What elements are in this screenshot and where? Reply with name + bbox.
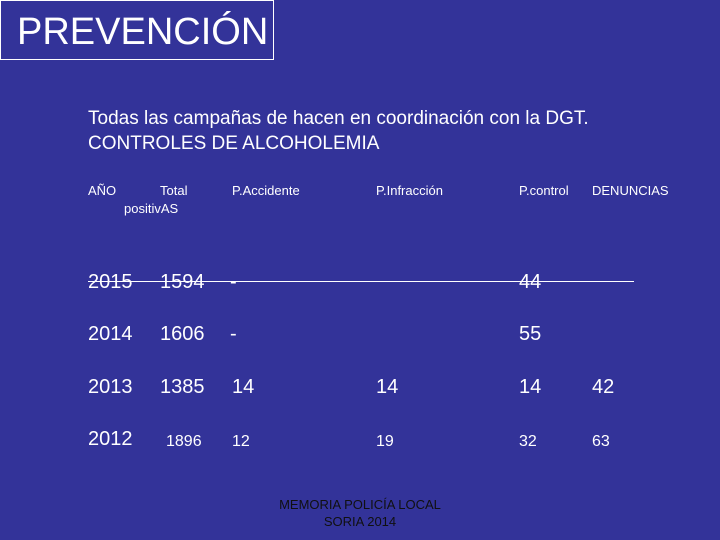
cell-accidente: - (230, 271, 237, 293)
intro-text: Todas las campañas de hacen en coordinac… (88, 106, 589, 156)
footer-line-1: MEMORIA POLICÍA LOCAL (279, 497, 441, 512)
footer-line-2: SORIA 2014 (323, 514, 397, 529)
header-accidente: P.Accidente (232, 183, 300, 198)
cell-total: 1896 (166, 433, 202, 450)
cell-year: 2014 (88, 323, 133, 345)
cell-control: 32 (519, 433, 537, 450)
cell-year: 2015 (88, 271, 133, 293)
cell-denuncias: 42 (592, 376, 615, 398)
slide-title: PREVENCIÓN (17, 11, 269, 53)
header-control: P.control (519, 183, 569, 198)
cell-accidente: 14 (232, 376, 255, 398)
cell-year: 2012 (88, 428, 133, 450)
strike-line (88, 281, 634, 282)
cell-denuncias: 63 (592, 433, 610, 450)
title-box: PREVENCIÓN (0, 0, 274, 60)
cell-total: 1594 (160, 271, 205, 293)
footer: MEMORIA POLICÍA LOCAL SORIA 2014 (260, 496, 460, 530)
intro-line-1: Todas las campañas de hacen en coordinac… (88, 108, 589, 129)
cell-infraccion: 19 (376, 433, 394, 450)
cell-accidente: 12 (232, 433, 250, 450)
header-total-line1: Total (160, 183, 188, 198)
cell-total: 1385 (160, 376, 205, 398)
cell-accidente: - (230, 323, 237, 345)
intro-line-2: CONTROLES DE ALCOHOLEMIA (88, 133, 380, 154)
cell-year: 2013 (88, 376, 133, 398)
header-total-line2: positivAS (124, 201, 179, 216)
header-denuncias: DENUNCIAS (592, 183, 669, 198)
cell-total: 1606 (160, 323, 205, 345)
cell-control: 14 (519, 376, 542, 398)
cell-control: 55 (519, 323, 542, 345)
header-infraccion: P.Infracción (376, 183, 443, 198)
cell-infraccion: 14 (376, 376, 399, 398)
cell-control: 44 (519, 271, 542, 293)
header-year: AÑO (88, 183, 117, 198)
